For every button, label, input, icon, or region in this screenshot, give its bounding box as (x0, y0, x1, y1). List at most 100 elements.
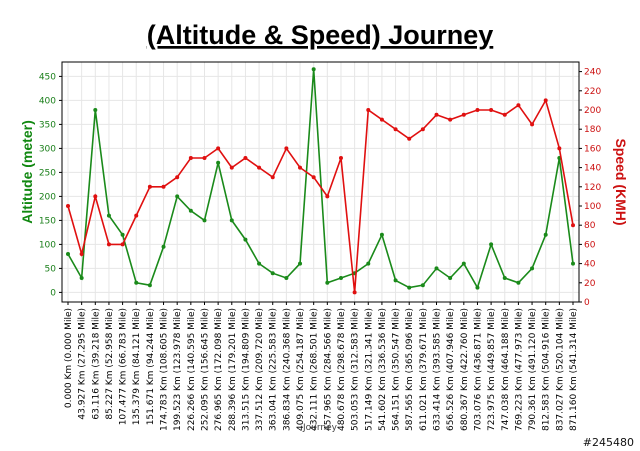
x-tick-label: 85.227 Km (52.958 Mile) (105, 308, 115, 420)
altitude-point (134, 280, 139, 285)
speed-point (93, 194, 98, 199)
speed-point (175, 175, 180, 180)
x-axis-label: Journey (302, 423, 338, 433)
x-tick-label: 587.565 Km (365.096 Mile) (405, 308, 415, 431)
x-tick-label: 63.116 Km (39.218 Mile) (91, 308, 101, 420)
altitude-point (571, 261, 575, 266)
x-tick-label: 633.414 Km (393.585 Mile) (433, 308, 443, 431)
chart-title: (Altitude & Speed) Journey (147, 20, 494, 50)
speed-point (407, 136, 412, 141)
x-tick-label: 564.151 Km (350.547 Mile) (392, 308, 402, 431)
x-tick-label: 107.477 Km (66.783 Mile) (119, 308, 129, 425)
speed-point (420, 127, 425, 132)
speed-point (257, 165, 262, 170)
series-layer (66, 67, 575, 295)
altitude-point (175, 194, 180, 199)
x-tick-label: 363.041 Km (225.583 Mile) (269, 308, 279, 431)
altitude-point (202, 218, 207, 223)
x-tick-label: 517.149 Km (321.341 Mile) (364, 308, 374, 431)
altitude-point (284, 276, 289, 280)
x-tick-label: 812.583 Km (504.916 Mile) (542, 308, 552, 431)
altitude-point (161, 244, 166, 249)
speed-point (557, 146, 562, 151)
speed-point (147, 184, 152, 189)
x-tick-label: 480.678 Km (298.678 Mile) (337, 308, 347, 431)
y-tick-label-right: 160 (584, 144, 601, 154)
y-tick-label-left: 250 (39, 168, 56, 178)
x-tick-label: 611.021 Km (379.671 Mile) (419, 308, 429, 431)
speed-point (298, 165, 303, 170)
speed-point (216, 146, 221, 151)
speed-point (516, 103, 521, 108)
speed-point (393, 127, 398, 132)
x-tick-label: 43.927 Km (27.295 Mile) (78, 308, 88, 420)
x-tick-label: 151.671 Km (94.244 Mile) (146, 308, 156, 425)
x-tick-label: 790.361 Km (491.120 Mile) (528, 308, 538, 431)
altitude-point (79, 276, 84, 280)
y-tick-label-right: 80 (584, 221, 596, 231)
y-tick-label-right: 100 (584, 202, 601, 212)
altitude-point (325, 280, 330, 285)
speed-series-line (67, 98, 574, 293)
speed-point (311, 175, 316, 180)
speed-point (530, 122, 535, 127)
speed-point (434, 112, 439, 117)
altitude-point (311, 67, 316, 72)
y-tick-label-left: 50 (45, 264, 57, 274)
speed-point (379, 117, 384, 122)
x-tick-label: 703.076 Km (436.871 Mile) (473, 308, 483, 431)
speed-point (66, 204, 70, 208)
x-tick-label: 723.975 Km (449.857 Mile) (487, 308, 497, 431)
altitude-point (420, 283, 425, 288)
altitude-series-line (67, 69, 574, 290)
altitude-point (93, 108, 98, 112)
altitude-point (475, 285, 480, 290)
speed-point (188, 156, 193, 160)
altitude-point (270, 271, 275, 276)
speed-point (325, 194, 330, 199)
x-tick-label: 837.027 Km (520.104 Mile) (555, 308, 565, 431)
y-tick-label-right: 200 (584, 106, 601, 116)
speed-point (202, 156, 207, 160)
altitude-point (489, 242, 494, 247)
y-tick-label-left: 300 (39, 144, 56, 154)
y-tick-label-right: 140 (584, 164, 601, 174)
altitude-point (147, 283, 152, 288)
speed-point (161, 184, 166, 189)
speed-point (229, 165, 234, 170)
y-axis-label-right: Speed (KMH) (613, 138, 629, 225)
x-tick-label: 457.965 Km (284.566 Mile) (323, 308, 333, 431)
altitude-point (216, 160, 221, 165)
altitude-point (66, 252, 70, 256)
altitude-point (543, 232, 548, 237)
y-tick-label-left: 350 (39, 120, 56, 130)
altitude-point (448, 276, 453, 280)
x-tick-label: 386.834 Km (240.368 Mile) (282, 308, 292, 431)
x-tick-label: 199.523 Km (123.978 Mile) (173, 308, 183, 431)
speed-point (270, 175, 275, 180)
x-tick-label: 288.396 Km (179.201 Mile) (228, 308, 238, 431)
speed-point (338, 156, 343, 160)
x-tick-label: 871.160 Km (541.314 Mile) (569, 308, 579, 431)
speed-point (106, 242, 111, 247)
altitude-point (461, 261, 466, 266)
altitude-point (502, 276, 507, 280)
axes: 0 50 100 150 200 250 300 350 400 450 0 20 40 60 80 100 1… (39, 68, 602, 431)
x-tick-label: 174.783 Km (108.605 Mile) (160, 308, 170, 431)
y-tick-label-right: 240 (584, 68, 601, 78)
altitude-point (366, 261, 371, 266)
y-tick-label-right: 120 (584, 183, 601, 193)
altitude-point (188, 208, 193, 213)
y-tick-label-left: 0 (50, 288, 56, 298)
x-tick-label: 409.075 Km (254.187 Mile) (296, 308, 306, 431)
y-tick-label-left: 150 (39, 216, 56, 226)
x-tick-label: 769.223 Km (477.973 Mile) (514, 308, 524, 431)
y-tick-label-right: 180 (584, 125, 601, 135)
altitude-point (393, 278, 398, 283)
y-axis-label-left: Altitude (meter) (19, 120, 35, 223)
altitude-point (407, 285, 412, 290)
altitude-point (530, 266, 535, 271)
speed-point (120, 242, 125, 247)
speed-point (461, 112, 466, 117)
altitude-point (338, 276, 343, 280)
